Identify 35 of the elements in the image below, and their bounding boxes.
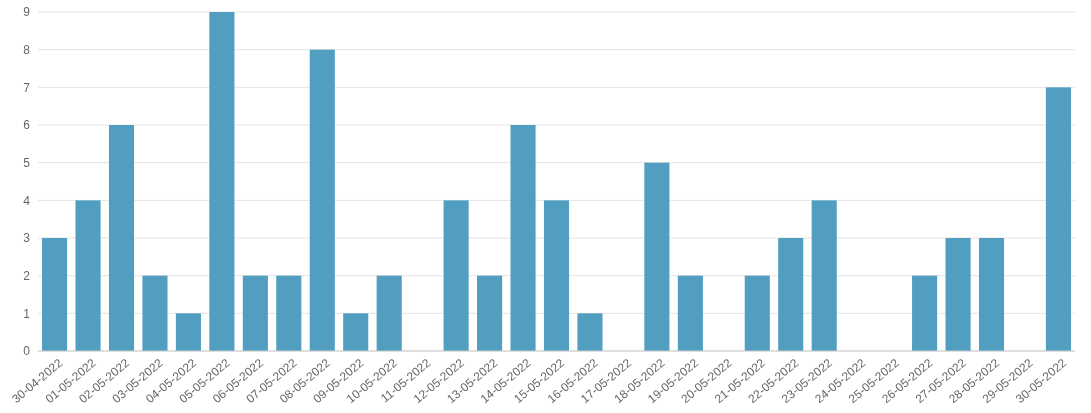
y-tick-label: 2 xyxy=(23,268,31,283)
y-tick-label: 5 xyxy=(23,155,31,170)
y-tick-label: 0 xyxy=(23,344,31,359)
y-tick-label: 1 xyxy=(23,306,31,321)
bar xyxy=(242,275,268,351)
bar xyxy=(577,313,603,351)
bar xyxy=(376,275,402,351)
bar xyxy=(912,275,938,351)
bar xyxy=(744,275,770,351)
bar xyxy=(42,238,68,351)
bar xyxy=(978,238,1005,351)
bar xyxy=(477,275,503,351)
y-tick-label: 8 xyxy=(23,42,31,57)
bar xyxy=(443,200,469,351)
y-tick-label: 4 xyxy=(23,193,31,208)
y-tick-label: 3 xyxy=(23,231,31,246)
bar xyxy=(677,275,703,351)
bar xyxy=(343,313,369,351)
bar xyxy=(75,200,101,351)
bar xyxy=(108,125,135,351)
bar xyxy=(276,275,302,351)
bar xyxy=(945,238,971,351)
bar xyxy=(1045,87,1071,351)
bar xyxy=(142,275,168,351)
bar xyxy=(644,162,670,351)
y-tick-label: 9 xyxy=(23,5,31,20)
bar xyxy=(543,200,570,351)
y-tick-label: 6 xyxy=(23,118,31,133)
bar xyxy=(510,125,536,351)
bar xyxy=(778,238,804,351)
bar xyxy=(811,200,837,351)
bar xyxy=(309,49,335,351)
bar xyxy=(175,313,201,351)
y-tick-label: 7 xyxy=(23,80,31,95)
bar xyxy=(209,12,235,351)
